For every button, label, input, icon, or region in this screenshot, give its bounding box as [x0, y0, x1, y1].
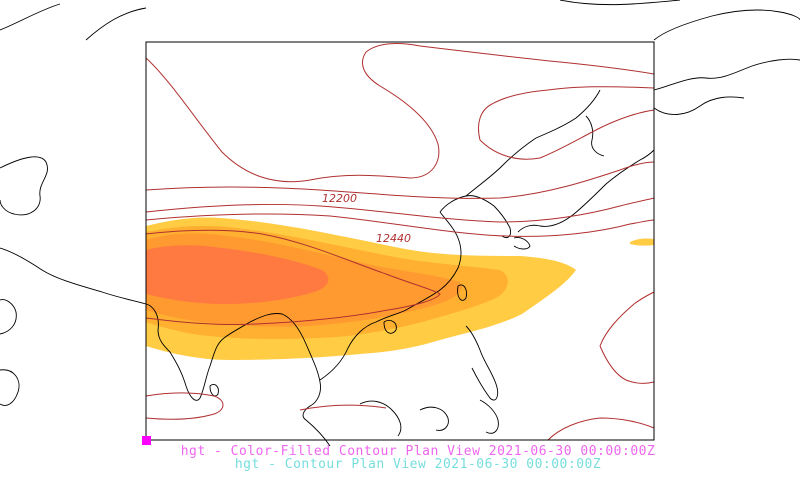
contour-plot-title: hgt - Contour Plan View 2021-06-30 00:00…	[234, 457, 602, 472]
fill-band-east	[630, 238, 654, 246]
contour-label-12440: 12440	[376, 232, 411, 245]
coastline-outer	[0, 0, 800, 406]
corner-marker	[142, 436, 151, 445]
domain-frame	[145, 41, 655, 441]
height-contours: 12200 12440	[145, 43, 655, 441]
coastline-inner	[145, 89, 655, 447]
contour-label-12200: 12200	[322, 192, 357, 205]
fill-band-4	[146, 245, 329, 304]
fill-plot-title: hgt - Color-Filled Contour Plan View 202…	[180, 444, 656, 459]
